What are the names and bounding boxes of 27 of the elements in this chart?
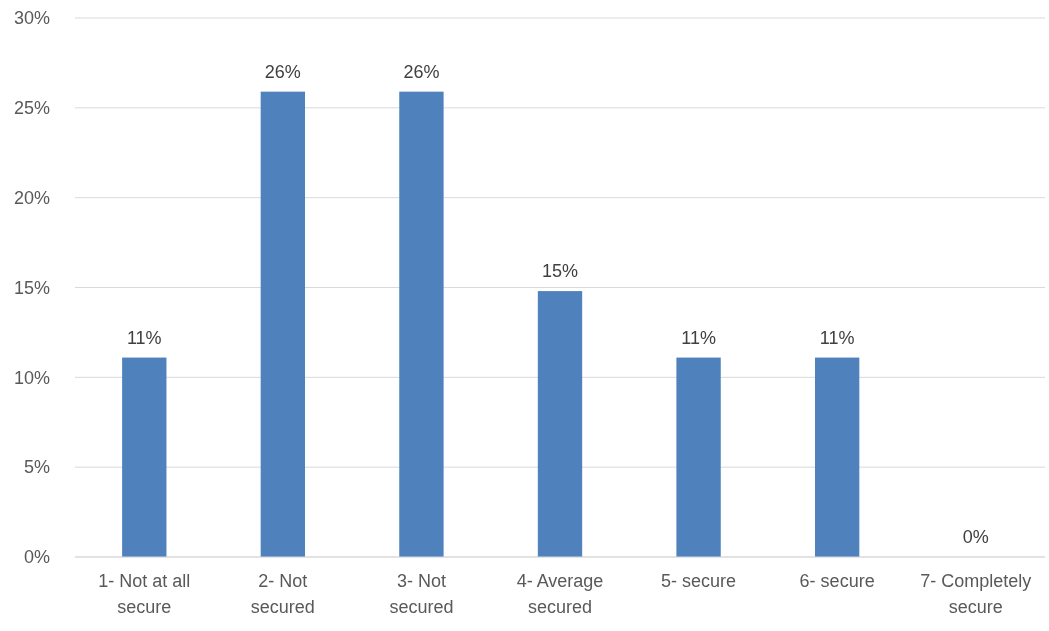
data-label: 11% [819,327,855,348]
x-tick-label: 4- Average secured [516,571,604,617]
data-label: 26% [264,61,301,82]
bar [676,357,721,557]
y-tick-label: 20% [13,187,50,208]
data-label: 15% [541,261,579,282]
y-tick-label: 0% [23,547,50,568]
y-tick-label: 25% [13,98,50,119]
x-tick-label: 7- Completely secure [920,571,1032,617]
bar [537,291,583,557]
y-tick-label: 15% [13,277,50,298]
data-label: 26% [403,61,440,82]
bar [260,91,306,557]
y-tick-label: 10% [13,367,50,388]
y-tick-label: 5% [23,457,50,478]
x-tick-label: 5- secure [661,571,737,591]
y-tick-label: 30% [13,8,50,29]
bar [399,91,444,557]
bar [814,357,860,557]
x-tick-label: 2- Not secured [250,571,315,617]
bar [122,357,167,557]
x-tick-label: 3- Not secured [389,571,454,617]
x-tick-label: 6- secure [799,571,875,591]
x-tick-label: 1- Not at all secure [98,571,191,617]
data-label: 11% [681,327,716,348]
data-label: 11% [126,327,162,348]
data-label: 0% [962,527,989,547]
